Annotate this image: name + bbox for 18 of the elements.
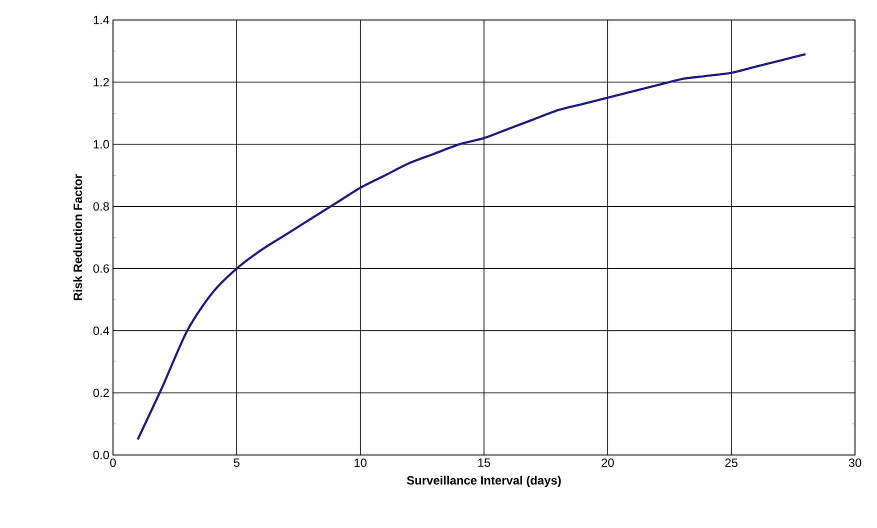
y-tick-label: 0.2 [93, 388, 109, 398]
y-tick-label: 0.8 [93, 202, 109, 211]
line-series [136, 53, 807, 441]
x-tick-label: 10 [354, 458, 367, 467]
y-tick-label: 1.4 [94, 16, 110, 24]
y-tick-label: 1.2 [94, 78, 109, 86]
x-tick-label: 25 [725, 458, 738, 467]
x-tick-label: 5 [234, 458, 240, 467]
y-tick-label: 1.0 [94, 140, 110, 149]
y-tick-label: 0.6 [93, 264, 109, 273]
x-tick-label: 30 [848, 458, 862, 467]
y-axis-title: Risk Reduction Factor [73, 174, 82, 300]
y-tick-label: 0.0 [93, 450, 110, 460]
x-tick-label: 20 [602, 458, 614, 467]
y-tick-label: 0.4 [93, 326, 110, 335]
x-axis-title: Surveillance Interval (days) [406, 476, 561, 487]
x-tick-label: 15 [478, 458, 490, 467]
x-tick-label: 0 [110, 458, 116, 467]
